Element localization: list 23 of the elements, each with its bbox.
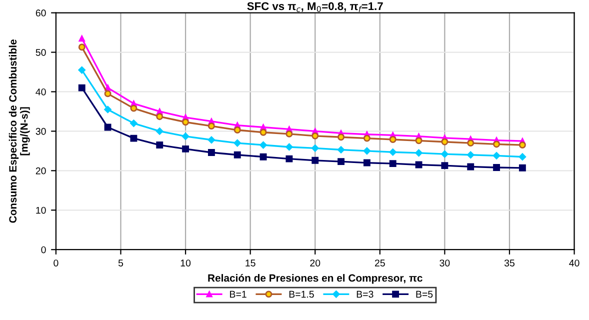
legend-label: B=1 <box>230 290 246 298</box>
legend-label: B=5 <box>416 290 433 298</box>
x-tick-label: 0 <box>54 260 58 266</box>
y-tick-label: 40 <box>36 88 46 96</box>
y-tick-label: 50 <box>36 49 46 56</box>
x-tick-label: 35 <box>504 260 514 266</box>
legend-label: B=3 <box>356 290 374 298</box>
legend-label: B=1.5 <box>289 290 314 298</box>
y-tick-label: 0 <box>41 246 46 254</box>
y-tick-label: 20 <box>36 167 46 174</box>
x-tick-label: 30 <box>440 260 450 266</box>
x-tick-label: 40 <box>569 260 580 266</box>
y-tick-label: 30 <box>36 128 46 135</box>
x-tick-label: 5 <box>118 260 124 266</box>
x-tick-label: 15 <box>246 260 256 266</box>
chart-title: SFC vs π$_{c}$, M$_{0}$=0.8, π$_{f}$=1.7 <box>247 2 383 12</box>
y-tick-label: 10 <box>36 206 46 214</box>
y-axis-title: Consumo Especifico de Combustible [mg/(N-s)] <box>8 40 30 223</box>
x-tick-label: 10 <box>180 260 191 266</box>
x-tick-label: 20 <box>310 260 320 266</box>
x-tick-label: 25 <box>374 260 385 266</box>
y-tick-label: 60 <box>36 10 46 16</box>
x-axis-title: Relación de Presiones en el Compresor, πc <box>208 274 422 284</box>
